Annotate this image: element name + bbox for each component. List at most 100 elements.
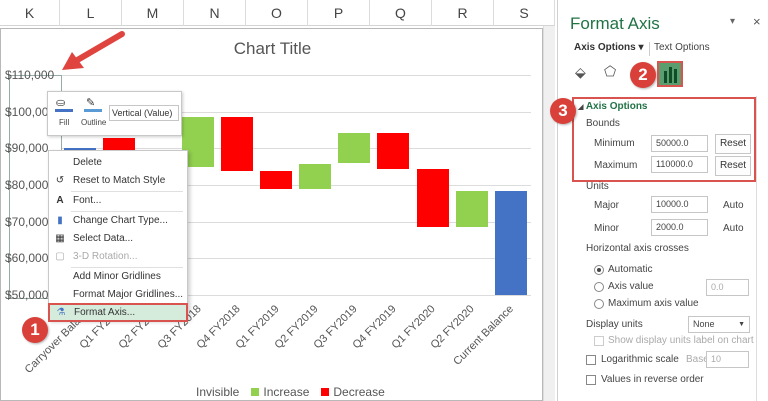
minimum-reset-button[interactable]: Reset [715,134,751,154]
fill-color-bar [55,109,73,112]
gridline [61,295,531,296]
legend-decrease: Decrease [321,385,385,399]
tab-axis-options[interactable]: Axis Options ▾ [574,42,644,53]
base-input[interactable]: 10 [706,351,749,368]
pane-options-icon[interactable]: ▾ [730,16,736,27]
display-units-dropdown[interactable]: None ▼ [688,316,750,333]
bar-q4-fy2019[interactable] [377,133,409,169]
log-scale-label[interactable]: Logarithmic scale [601,354,679,365]
3d-rotation-icon: ▢ [55,251,65,262]
major-input[interactable]: 10000.0 [651,196,708,213]
outline-color-bar [84,109,102,112]
base-label: Base [686,354,709,365]
axis-value-label[interactable]: Axis value [608,281,654,292]
max-axis-value-radio[interactable] [594,299,604,309]
max-axis-value-label[interactable]: Maximum axis value [608,298,699,309]
fill-bucket-icon[interactable]: ⛀ [56,97,66,109]
automatic-radio[interactable] [594,265,604,275]
bar-q2-fy2020[interactable] [456,191,488,227]
col-l[interactable]: L [60,0,122,26]
axis-value-input[interactable]: 0.0 [706,279,749,296]
display-units-label: Display units [586,319,643,330]
sheet-vertical-scrollbar[interactable] [543,26,555,401]
bar-q2-fy2019[interactable] [299,164,331,189]
gridline [61,222,531,223]
bar-q1-fy2018[interactable] [103,138,135,152]
bar-q4-fy2018[interactable] [221,117,253,171]
effects-pentagon-icon[interactable]: ⬠ [604,63,617,79]
menu-delete[interactable]: Delete [73,157,102,168]
divider [71,191,183,192]
col-q[interactable]: Q [370,0,432,26]
reverse-order-checkbox[interactable] [586,375,596,385]
outline-pen-icon[interactable]: ✎ [86,97,96,109]
pane-scrollbar[interactable] [756,96,766,401]
minimum-input[interactable]: 50000.0 [651,135,708,152]
format-axis-icon: ⚗ [56,307,66,318]
gridline [61,258,531,259]
bar-q1-fy2020[interactable] [417,169,449,227]
col-k[interactable]: K [0,0,60,26]
y-tick: $90,000 [5,141,49,155]
menu-format-major-gridlines[interactable]: Format Major Gridlines... [73,289,184,300]
divider [71,267,183,268]
reverse-order-label[interactable]: Values in reverse order [601,374,704,385]
show-units-label: Show display units label on chart [608,335,754,346]
divider [71,211,183,212]
menu-add-minor-gridlines[interactable]: Add Minor Gridlines [73,271,161,282]
axis-options-bar-chart-icon[interactable] [657,61,683,87]
chart-title[interactable]: Chart Title [233,39,312,58]
col-m[interactable]: M [122,0,184,26]
minor-input[interactable]: 2000.0 [651,219,708,236]
col-n[interactable]: N [184,0,246,26]
minor-auto[interactable]: Auto [723,223,744,234]
pane-title: Format Axis [570,14,660,33]
menu-select-data[interactable]: ▦ Select Data... [49,229,187,248]
menu-3d-rotation: ▢ 3-D Rotation... [49,247,187,266]
log-scale-checkbox[interactable] [586,355,596,365]
units-label: Units [586,181,609,192]
col-p[interactable]: P [308,0,370,26]
red-arrow-icon [62,31,125,70]
menu-format-axis[interactable]: ⚗ Format Axis... [48,303,188,322]
y-tick: $60,000 [5,251,49,265]
reset-style-icon: ↺ [55,175,65,186]
context-menu: Delete ↺ Reset to Match Style A Font... ▮ C… [48,150,188,322]
section-axis-options[interactable]: ◢ Axis Options [578,101,648,112]
chart-legend[interactable]: Invisible Increase Decrease [196,385,385,399]
menu-font[interactable]: A Font... [49,191,187,210]
major-auto[interactable]: Auto [723,200,744,211]
bar-q3-fy2019[interactable] [338,133,370,163]
menu-reset-style[interactable]: ↺ Reset to Match Style [49,171,187,190]
outline-label[interactable]: Outline [81,118,107,127]
automatic-label[interactable]: Automatic [608,264,653,275]
divider [649,42,650,56]
select-data-icon: ▦ [55,233,65,244]
gridline [61,148,531,149]
fill-label[interactable]: Fill [59,118,70,127]
mini-toolbar: ⛀ Fill ✎ Outline Vertical (Value) [47,91,182,136]
y-tick: $80,000 [5,178,49,192]
crosses-label: Horizontal axis crosses [586,243,689,254]
chart-element-dropdown[interactable]: Vertical (Value) [109,105,179,121]
dropdown-arrow-icon: ▼ [738,321,745,328]
bar-q1-fy2019[interactable] [260,171,292,189]
decrease-swatch-icon [321,388,330,396]
fill-line-icon[interactable]: ⬙ [575,64,586,80]
tab-text-options[interactable]: Text Options [654,42,710,53]
col-r[interactable]: R [432,0,494,26]
close-icon[interactable]: × [753,14,761,29]
format-axis-pane: Format Axis ▾ × Axis Options ▾ Text Opti… [550,0,768,401]
col-s[interactable]: S [494,0,555,26]
col-o[interactable]: O [246,0,308,26]
y-tick: $50,000 [5,288,49,302]
legend-increase: Increase [251,385,309,399]
bar-current-balance[interactable] [495,191,527,295]
menu-change-chart-type[interactable]: ▮ Change Chart Type... [49,211,187,230]
maximum-reset-button[interactable]: Reset [715,156,751,176]
increase-swatch-icon [251,388,260,396]
minimum-label: Minimum [594,138,635,149]
y-tick: $100,000 [5,105,56,119]
maximum-input[interactable]: 110000.0 [651,156,708,173]
axis-value-radio[interactable] [594,282,604,292]
